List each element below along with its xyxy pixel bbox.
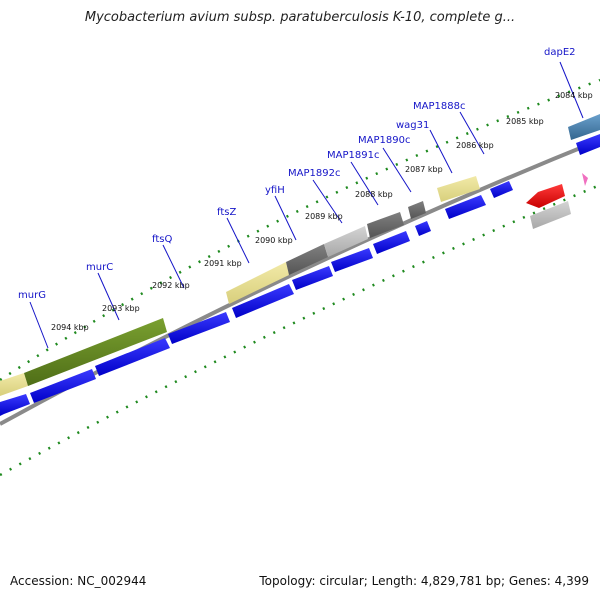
dark-gray-feature[interactable] [286,244,328,275]
cds-arrow[interactable] [232,284,294,318]
ruler-tick-label: 2094 kbp [51,323,89,332]
cds-arrow[interactable] [30,369,96,403]
gene-label-yfiH[interactable]: yfiH [265,185,285,196]
gene-label-ftsZ[interactable]: ftsZ [217,207,236,218]
leader-lines [29,61,584,349]
steel-blue-feature[interactable] [568,114,600,140]
ruler-tick-label: 2086 kbp [456,141,494,150]
genome-summary-text: Topology: circular; Length: 4,829,781 bp… [259,574,589,588]
gene-label-murG[interactable]: murG [18,290,46,301]
leader-line [382,147,412,193]
light-gray-feature[interactable] [324,226,368,257]
cds-arrow[interactable] [415,221,431,236]
ruler-tick-label: 2089 kbp [305,212,343,221]
leader-line [312,179,343,224]
light-gray-feature[interactable] [530,201,571,229]
cds-arrow[interactable] [292,266,333,290]
khaki-feature[interactable] [437,176,480,202]
khaki-feature[interactable] [226,262,289,304]
pink-feature[interactable] [582,173,588,186]
gene-label-MAP1890c[interactable]: MAP1890c [358,135,410,146]
cds-arrow[interactable] [331,248,373,272]
ruler-tick-label: 2085 kbp [506,117,544,126]
gene-label-ftsQ[interactable]: ftsQ [152,234,172,245]
ruler-tick-label: 2093 kbp [102,304,140,313]
cds-arrow[interactable] [168,312,230,344]
dark-gray-feature[interactable] [367,212,404,238]
olive-feature[interactable] [24,318,167,386]
ruler-outer-arc [0,78,600,382]
accession-text: Accession: NC_002944 [10,574,147,588]
leader-line [429,129,453,174]
ruler-tick-label: 2091 kbp [204,259,242,268]
cds-arrow[interactable] [95,338,170,376]
leader-line [162,244,185,289]
leader-line [226,217,250,264]
leader-line [459,111,485,155]
gene-label-wag31[interactable]: wag31 [396,120,429,131]
gene-labels: dapE2 MAP1888c wag31 MAP1890c MAP1891c M… [18,47,576,301]
ruler-inner-arc [0,183,600,477]
gene-label-MAP1892c[interactable]: MAP1892c [288,168,340,179]
ruler-tick-label: 2090 kbp [255,236,293,245]
red-feature[interactable] [526,184,565,208]
cds-arrow[interactable] [373,231,410,254]
map-title: Mycobacterium avium subsp. paratuberculo… [84,10,516,25]
ruler-tick-label: 2092 kbp [152,281,190,290]
gene-label-MAP1888c[interactable]: MAP1888c [413,101,465,112]
cds-arrow[interactable] [576,134,600,155]
khaki-feature[interactable] [0,373,28,396]
cds-arrow[interactable] [490,181,513,198]
gene-label-murC[interactable]: murC [86,262,113,273]
cds-track [0,134,600,416]
leader-line [97,272,120,321]
ruler-labels: 2084 kbp 2085 kbp 2086 kbp 2087 kbp 2088… [51,91,593,332]
gene-label-dapE2[interactable]: dapE2 [544,47,576,58]
ruler-tick-label: 2084 kbp [555,91,593,100]
ruler-tick-label: 2087 kbp [405,165,443,174]
cds-arrow[interactable] [0,394,30,416]
leader-line [29,301,49,349]
leader-line [559,61,584,119]
leader-line [350,161,379,206]
cds-arrow[interactable] [445,195,486,219]
feature-track [0,114,600,396]
ruler-tick-label: 2088 kbp [355,190,393,199]
leader-line [274,195,297,241]
gene-label-MAP1891c[interactable]: MAP1891c [327,150,379,161]
dark-gray-feature[interactable] [408,201,426,219]
